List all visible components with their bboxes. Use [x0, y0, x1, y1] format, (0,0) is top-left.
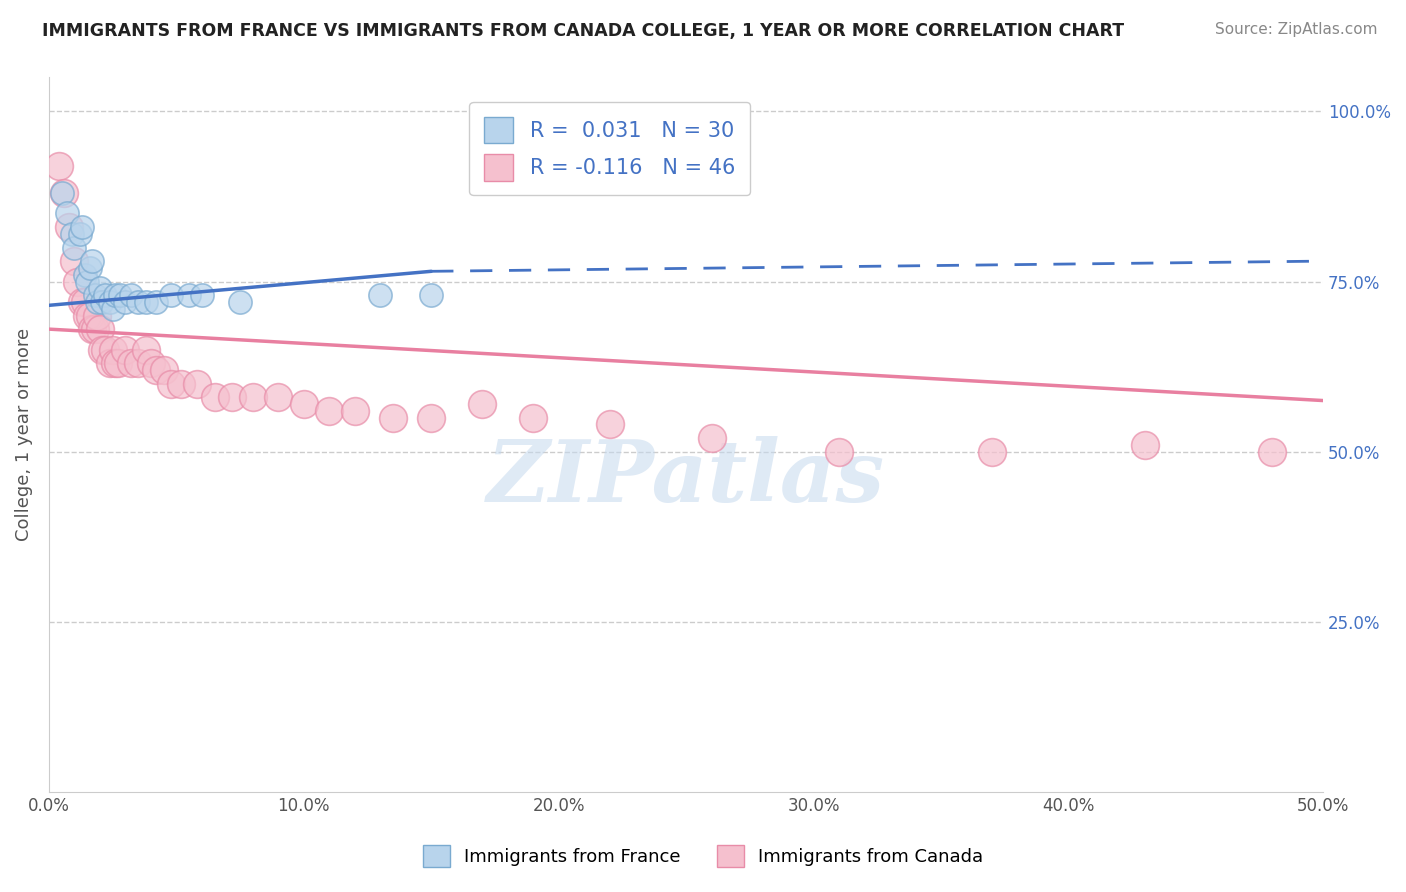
Point [160, 376, 183, 391]
Point [145, 294, 167, 309]
Point [292, 397, 315, 411]
Y-axis label: College, 1 year or more: College, 1 year or more [15, 328, 32, 541]
Point [204, 390, 226, 404]
Point [86, 294, 108, 309]
Point [69, 227, 91, 241]
Point [60, 227, 83, 241]
Point [89, 281, 111, 295]
Point [170, 376, 193, 391]
Point [267, 390, 290, 404]
Text: ZIPatlas: ZIPatlas [486, 435, 886, 519]
Point [135, 343, 157, 357]
Point [63, 240, 86, 254]
Point [1133, 438, 1156, 452]
Point [101, 343, 124, 357]
Point [114, 294, 136, 309]
Point [73, 268, 96, 282]
Point [221, 390, 243, 404]
Point [179, 288, 201, 302]
Point [120, 356, 142, 370]
Point [104, 288, 127, 302]
Point [229, 294, 252, 309]
Point [91, 343, 114, 357]
Point [120, 288, 142, 302]
Point [135, 294, 157, 309]
Point [191, 288, 214, 302]
Point [58, 220, 80, 235]
Point [104, 356, 127, 370]
Point [101, 301, 124, 316]
Point [382, 410, 405, 425]
Point [420, 288, 443, 302]
Point [70, 294, 93, 309]
Point [1261, 444, 1284, 458]
Point [63, 254, 86, 268]
Point [107, 356, 129, 370]
Point [318, 403, 340, 417]
Point [82, 254, 104, 268]
Text: IMMIGRANTS FROM FRANCE VS IMMIGRANTS FROM CANADA COLLEGE, 1 YEAR OR MORE CORRELA: IMMIGRANTS FROM FRANCE VS IMMIGRANTS FRO… [42, 22, 1125, 40]
Point [53, 186, 76, 200]
Legend: Immigrants from France, Immigrants from Canada: Immigrants from France, Immigrants from … [415, 838, 991, 874]
Point [89, 322, 111, 336]
Point [114, 343, 136, 357]
Point [94, 343, 117, 357]
Point [79, 309, 101, 323]
Point [242, 390, 264, 404]
Point [139, 356, 162, 370]
Point [471, 397, 494, 411]
Point [127, 294, 149, 309]
Point [152, 363, 174, 377]
Point [73, 294, 96, 309]
Point [127, 356, 149, 370]
Point [522, 410, 544, 425]
Point [83, 322, 105, 336]
Text: Source: ZipAtlas.com: Source: ZipAtlas.com [1215, 22, 1378, 37]
Point [186, 376, 208, 391]
Point [76, 309, 98, 323]
Point [828, 444, 851, 458]
Point [48, 159, 70, 173]
Point [76, 275, 98, 289]
Point [700, 431, 723, 445]
Point [420, 410, 443, 425]
Point [98, 356, 121, 370]
Point [56, 206, 79, 220]
Point [83, 288, 105, 302]
Point [86, 309, 108, 323]
Legend: R =  0.031   N = 30, R = -0.116   N = 46: R = 0.031 N = 30, R = -0.116 N = 46 [470, 103, 749, 195]
Point [51, 186, 73, 200]
Point [368, 288, 391, 302]
Point [343, 403, 366, 417]
Point [70, 220, 93, 235]
Point [160, 288, 183, 302]
Point [145, 363, 167, 377]
Point [79, 260, 101, 275]
Point [94, 288, 117, 302]
Point [599, 417, 621, 432]
Point [110, 288, 132, 302]
Point [66, 275, 89, 289]
Point [91, 294, 114, 309]
Point [980, 444, 1002, 458]
Point [98, 294, 121, 309]
Point [82, 322, 104, 336]
